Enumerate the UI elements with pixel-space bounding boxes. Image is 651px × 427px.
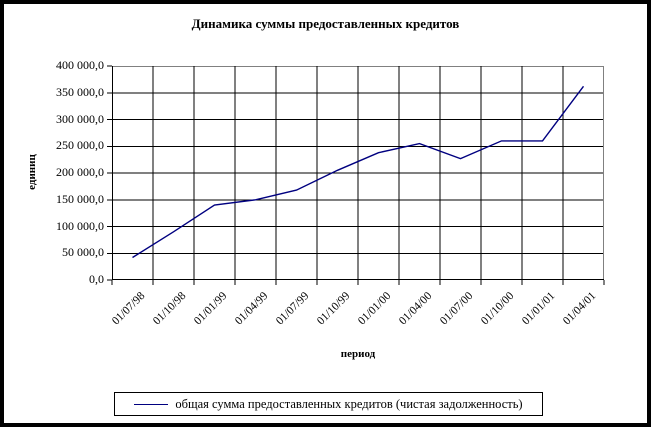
chart-canvas: Динамика суммы предоставленных кредитов … [4, 4, 647, 423]
y-tick-label: 400 000,0 [56, 58, 104, 72]
legend-line-sample-icon [134, 403, 169, 405]
x-tick-label: 01/04/01 [560, 290, 598, 328]
y-tick-label: 200 000,0 [56, 165, 104, 179]
x-tick-label: 01/01/01 [519, 290, 557, 328]
x-tick-label: 01/01/99 [191, 290, 229, 328]
x-axis-title: период [340, 348, 376, 360]
x-tick-label: 01/07/00 [437, 290, 475, 328]
x-tick-label: 01/07/99 [273, 290, 311, 328]
x-tick-label: 01/10/99 [314, 290, 352, 328]
y-tick-label: 250 000,0 [56, 138, 104, 153]
y-tick-label: 50 000,0 [62, 245, 104, 260]
x-tick-label: 01/07/98 [109, 290, 147, 328]
y-tick-label: 0,0 [89, 272, 104, 286]
x-tick-label: 01/01/00 [355, 290, 393, 328]
y-tick-label: 100 000,0 [56, 218, 104, 233]
x-tick-label: 01/10/98 [150, 290, 188, 328]
data-line [132, 85, 585, 259]
x-tick-label: 01/04/00 [396, 290, 434, 328]
x-tick-label: 01/04/99 [232, 290, 270, 328]
y-axis-title: единиц [26, 154, 38, 190]
y-tick-label: 300 000,0 [56, 111, 104, 126]
legend-box: общая сумма предоставленных кредитов (чи… [114, 392, 543, 416]
y-tick-label: 350 000,0 [56, 84, 104, 99]
x-tick-label: 01/10/00 [478, 290, 516, 328]
legend-label: общая сумма предоставленных кредитов (чи… [175, 396, 523, 411]
plot-area [107, 65, 605, 285]
y-tick-label: 150 000,0 [56, 191, 104, 206]
chart-title: Динамика суммы предоставленных кредитов [191, 16, 460, 31]
